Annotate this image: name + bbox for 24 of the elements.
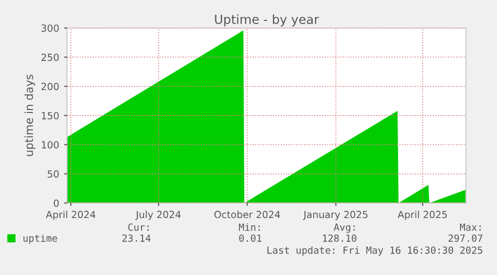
text: Avg: xyxy=(334,224,355,233)
x-tick-label: April 2025 xyxy=(398,210,447,220)
text: Cur: xyxy=(128,223,149,231)
y-axis-title: uptime in days xyxy=(24,74,36,156)
y-tick-label: 200 xyxy=(42,82,59,90)
text: Min: xyxy=(238,223,260,231)
text: Last update: Fri May 16 16:30:30 2025 xyxy=(267,246,482,256)
y-tick-label: 50 xyxy=(48,170,59,178)
x-tick-label: July 2024 xyxy=(135,210,181,220)
y-tick-label: 100 xyxy=(42,141,59,148)
text: 0.01 xyxy=(239,234,262,242)
y-tick-label: 250 xyxy=(42,54,59,61)
y-tick-label: 300 xyxy=(42,24,59,32)
text: Max: xyxy=(460,224,481,231)
x-tick-label: April 2024 xyxy=(46,210,96,220)
text: 297.07 xyxy=(448,234,482,242)
text: 128.10 xyxy=(323,234,356,242)
legend-label: uptime xyxy=(24,234,58,244)
chart-title: Uptime - by year xyxy=(215,14,319,26)
x-tick-label: October 2024 xyxy=(214,210,280,218)
y-tick-label: 150 xyxy=(42,112,59,120)
text: 23.14 xyxy=(122,234,151,242)
y-tick-label: 0 xyxy=(54,199,59,207)
x-tick-label: January 2025 xyxy=(303,210,368,220)
